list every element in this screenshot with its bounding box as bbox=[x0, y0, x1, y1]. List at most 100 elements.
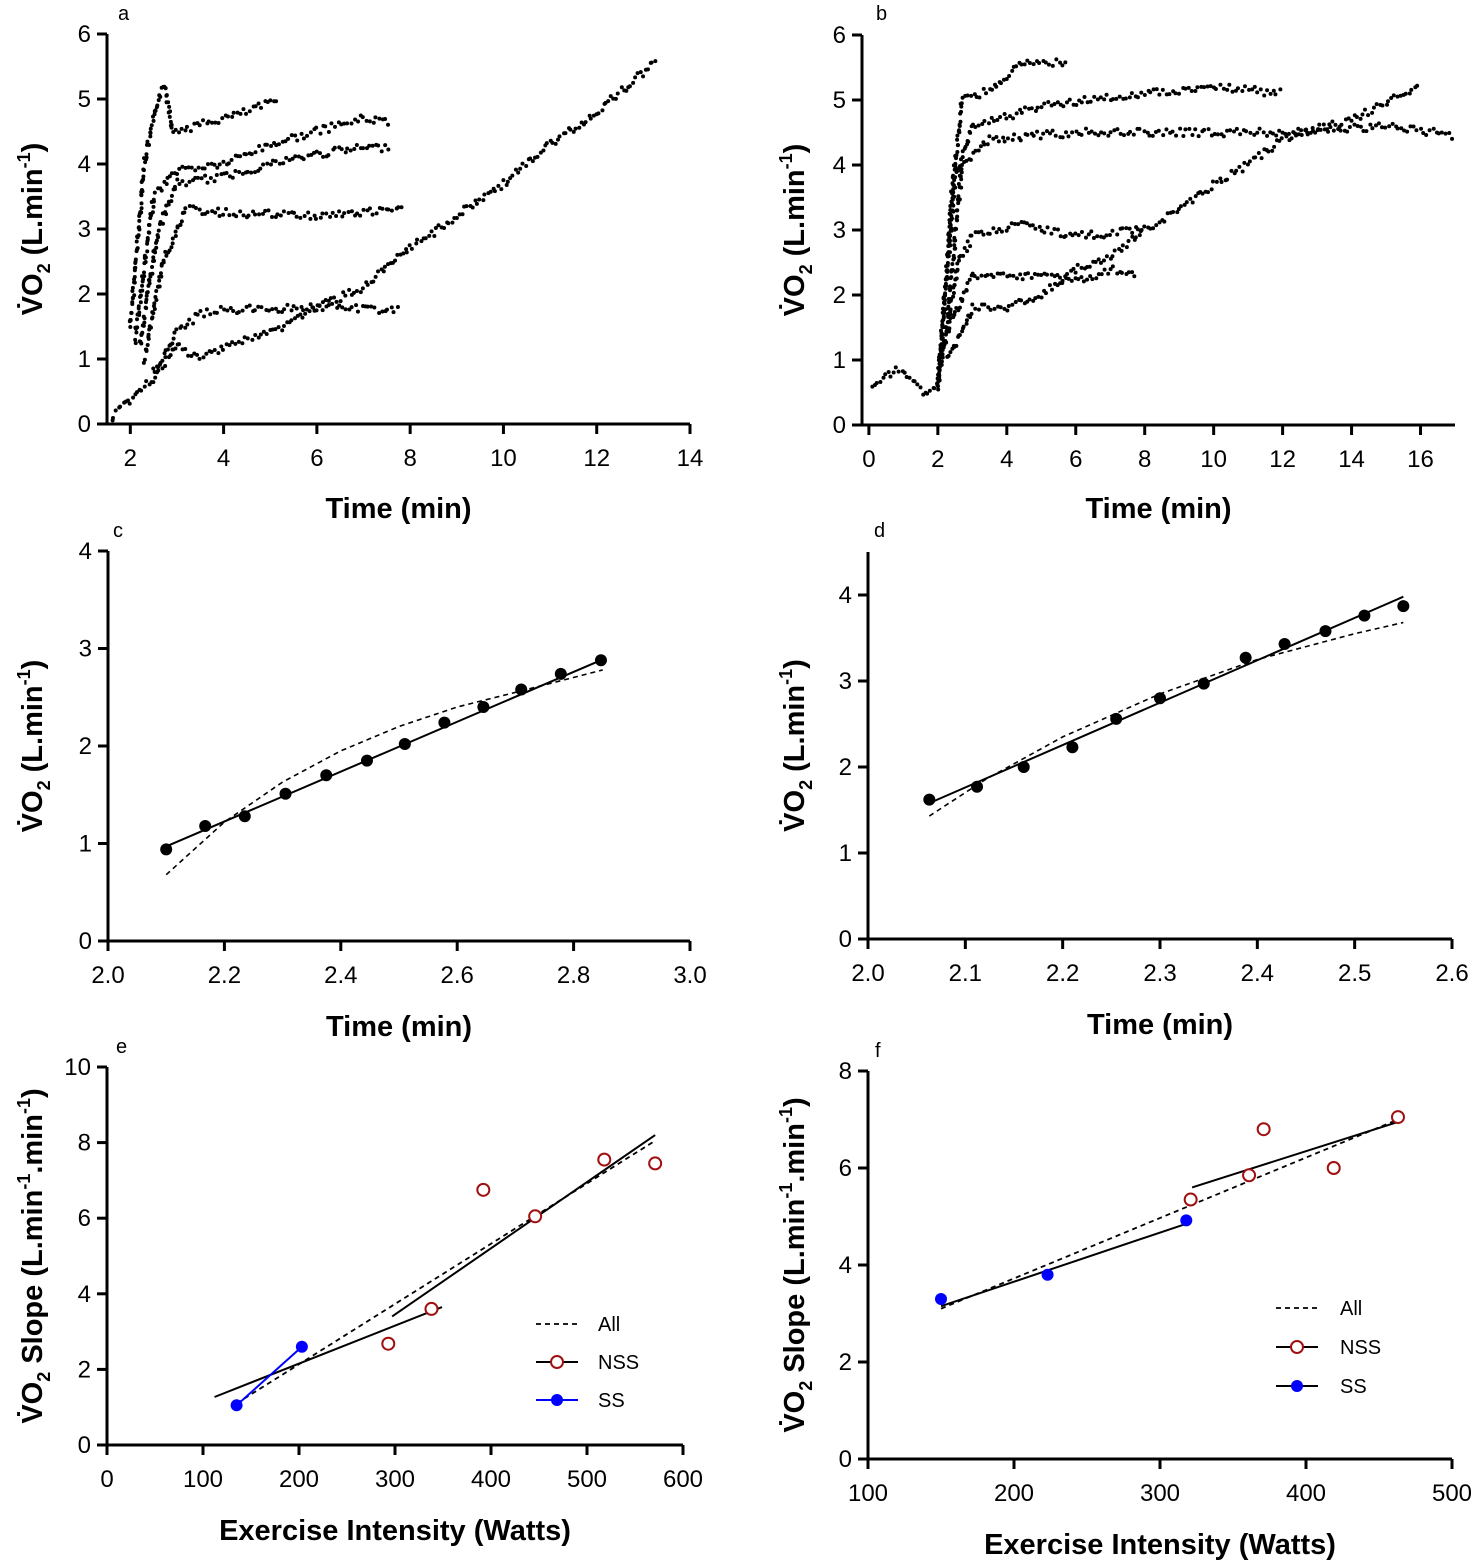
data-point bbox=[213, 210, 218, 215]
data-point bbox=[1190, 200, 1195, 205]
data-point bbox=[149, 123, 154, 128]
data-point bbox=[168, 119, 173, 124]
data-point bbox=[1248, 130, 1253, 135]
data-point bbox=[399, 205, 404, 210]
data-point bbox=[948, 350, 953, 355]
data-point bbox=[380, 206, 385, 211]
data-point bbox=[965, 281, 970, 286]
data-point bbox=[985, 273, 990, 278]
data-point bbox=[1354, 114, 1359, 119]
data-point bbox=[891, 370, 896, 375]
trace-0 bbox=[127, 84, 279, 329]
data-point bbox=[141, 323, 146, 328]
data-point bbox=[1098, 95, 1103, 100]
data-point bbox=[953, 246, 958, 251]
data-point bbox=[142, 270, 147, 275]
data-point bbox=[230, 340, 235, 345]
data-point bbox=[1405, 129, 1410, 134]
data-point bbox=[955, 149, 960, 154]
data-point bbox=[1182, 202, 1187, 207]
data-point bbox=[367, 119, 372, 124]
y-axis-title-part: ) bbox=[17, 143, 49, 153]
data-point bbox=[606, 99, 611, 104]
x-tick-label: 100 bbox=[183, 1466, 223, 1493]
data-point bbox=[324, 211, 329, 216]
data-point bbox=[961, 253, 966, 258]
data-point bbox=[952, 243, 957, 248]
x-tick-label: 200 bbox=[994, 1480, 1034, 1507]
data-point bbox=[1088, 99, 1093, 104]
data-point bbox=[1195, 85, 1200, 90]
data-point bbox=[266, 208, 271, 213]
data-point bbox=[1076, 233, 1081, 238]
data-point bbox=[1252, 132, 1257, 137]
data-point bbox=[153, 294, 158, 299]
data-point bbox=[1102, 131, 1107, 136]
y-tick-label: 2 bbox=[79, 733, 92, 760]
data-point bbox=[1261, 130, 1266, 135]
x-axis-title: Time (min) bbox=[1085, 493, 1231, 525]
data-point bbox=[170, 241, 175, 246]
data-point bbox=[1018, 272, 1023, 277]
data-point bbox=[1225, 87, 1230, 92]
data-point bbox=[143, 259, 148, 264]
data-point bbox=[196, 165, 201, 170]
data-point bbox=[925, 391, 930, 396]
data-point bbox=[940, 322, 945, 327]
data-point bbox=[213, 120, 218, 125]
data-point bbox=[1006, 304, 1011, 309]
data-point bbox=[1020, 277, 1025, 282]
data-point bbox=[139, 206, 144, 211]
data-point bbox=[945, 261, 950, 266]
data-point bbox=[1045, 225, 1050, 230]
data-point bbox=[289, 318, 294, 323]
data-point bbox=[1086, 232, 1091, 237]
data-point bbox=[289, 308, 294, 313]
data-point bbox=[338, 299, 343, 304]
data-point bbox=[1099, 272, 1104, 277]
data-point bbox=[1443, 131, 1448, 136]
data-point bbox=[1035, 105, 1040, 110]
data-point bbox=[1197, 677, 1210, 690]
data-point bbox=[414, 241, 419, 246]
data-point bbox=[234, 214, 239, 219]
data-point bbox=[358, 290, 363, 295]
data-point bbox=[945, 275, 950, 280]
data-point bbox=[355, 211, 360, 216]
data-point bbox=[1110, 264, 1115, 269]
data-point bbox=[987, 231, 992, 236]
data-point bbox=[1126, 270, 1131, 275]
data-point bbox=[1012, 221, 1017, 226]
data-point bbox=[987, 134, 992, 139]
data-point bbox=[183, 206, 188, 211]
data-point bbox=[293, 133, 298, 138]
data-point bbox=[1296, 132, 1301, 137]
panel-d: d 2.0 2.1 2.2 2.3 2.4 2.5 2.6 0 1 2 3 4 Time (min) V̇O… bbox=[776, 520, 1469, 1041]
nss-point bbox=[528, 1209, 543, 1224]
data-point bbox=[163, 363, 168, 368]
legend-label: NSS bbox=[1340, 1337, 1381, 1359]
data-point bbox=[1079, 265, 1084, 270]
panel-letter: b bbox=[876, 3, 887, 25]
data-point bbox=[355, 309, 360, 314]
data-point bbox=[954, 156, 959, 161]
data-point bbox=[968, 130, 973, 135]
data-point bbox=[137, 310, 142, 315]
data-point bbox=[1270, 148, 1275, 153]
data-point bbox=[1255, 130, 1260, 135]
data-point bbox=[154, 289, 159, 294]
data-point bbox=[1286, 131, 1291, 136]
data-point bbox=[241, 107, 246, 112]
data-point bbox=[273, 159, 278, 164]
y-axis-title-part: 2 bbox=[796, 1381, 816, 1391]
data-point bbox=[142, 274, 147, 279]
data-point bbox=[1066, 276, 1071, 281]
data-point bbox=[530, 159, 535, 164]
data-point bbox=[524, 163, 529, 168]
data-point bbox=[158, 94, 163, 99]
data-point bbox=[948, 223, 953, 228]
data-point bbox=[212, 162, 217, 167]
data-point bbox=[269, 144, 274, 149]
data-point bbox=[135, 246, 140, 251]
data-point bbox=[1225, 177, 1230, 182]
